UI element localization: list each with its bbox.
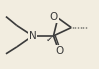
Text: O: O [50, 12, 58, 22]
Text: O: O [55, 46, 64, 56]
Text: N: N [29, 31, 37, 41]
